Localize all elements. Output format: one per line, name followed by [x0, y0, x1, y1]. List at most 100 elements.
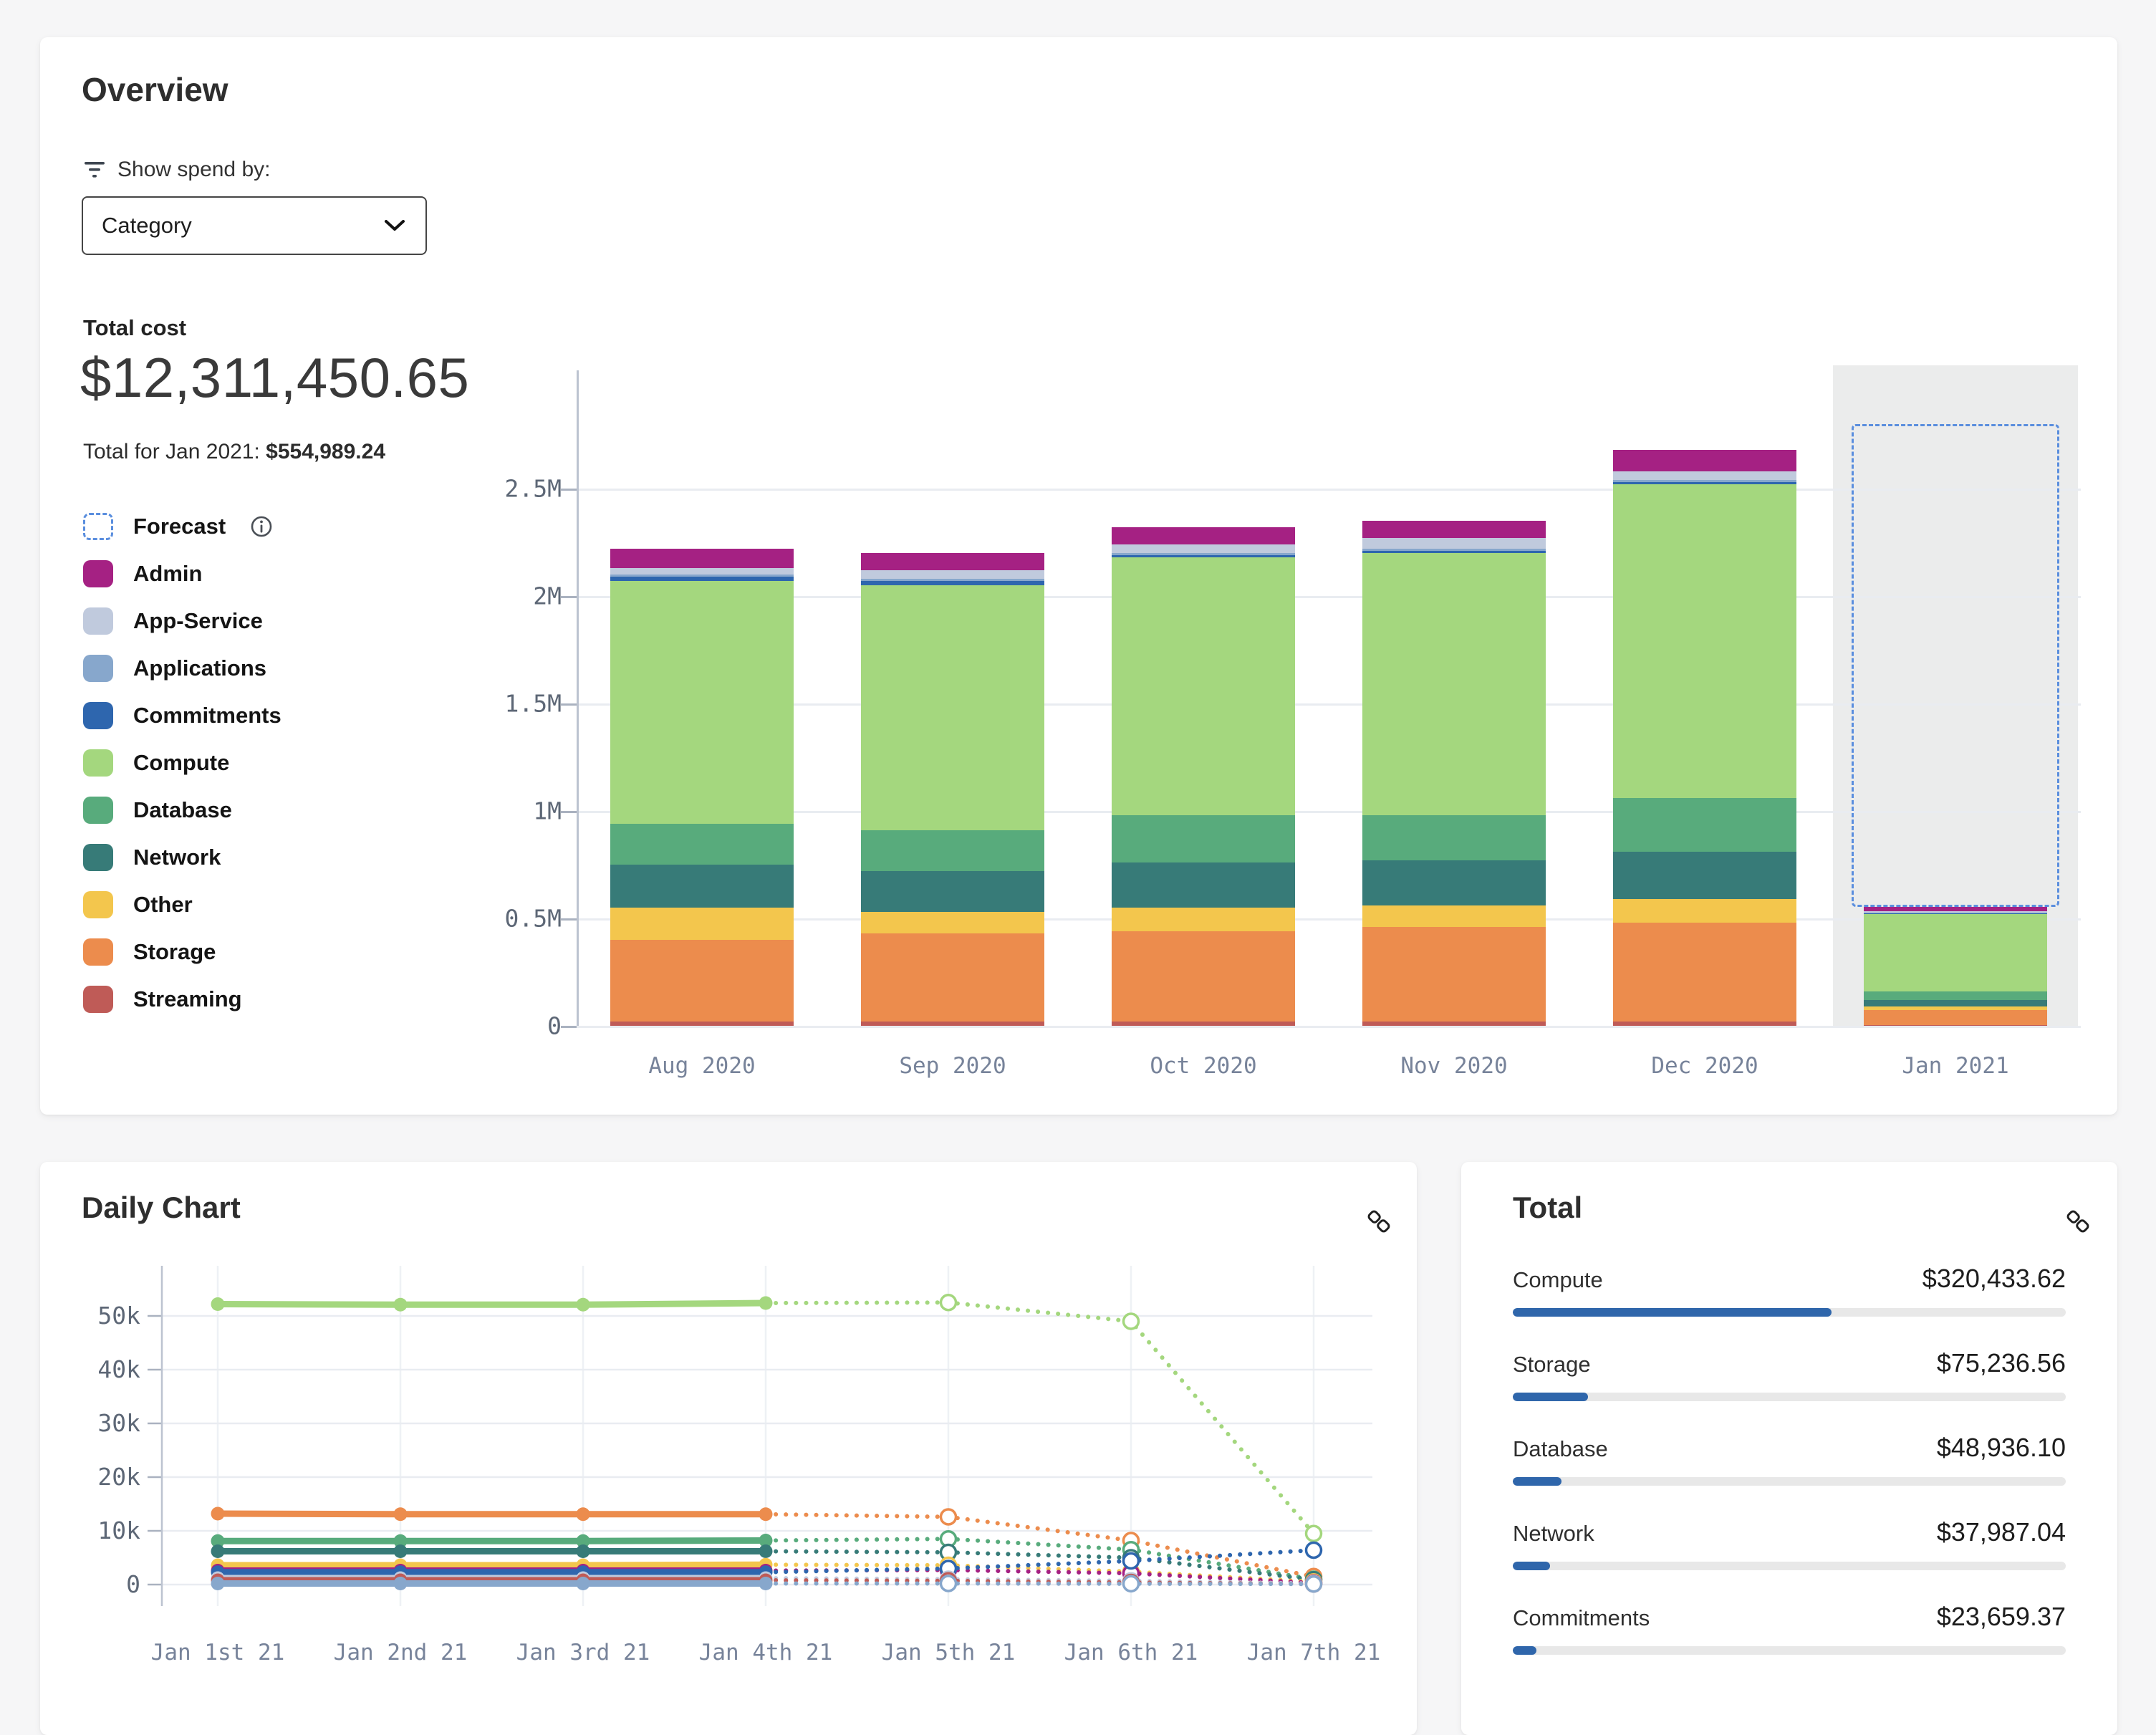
info-icon[interactable]: [250, 515, 273, 538]
applications-segment[interactable]: [610, 575, 794, 577]
data-point[interactable]: [211, 1544, 225, 1558]
storage-segment[interactable]: [1112, 931, 1295, 1022]
applications-segment[interactable]: [861, 579, 1044, 581]
data-point[interactable]: [393, 1534, 408, 1548]
admin-segment[interactable]: [610, 549, 794, 568]
data-point[interactable]: [393, 1507, 408, 1522]
commitments-segment[interactable]: [861, 581, 1044, 585]
network-segment[interactable]: [1864, 1000, 2047, 1006]
bar-dec-2020[interactable]: [1613, 450, 1796, 1026]
data-point[interactable]: [211, 1534, 225, 1548]
app-service-segment[interactable]: [1864, 910, 2047, 913]
streaming-segment[interactable]: [1362, 1022, 1546, 1026]
legend-item-other[interactable]: Other: [83, 881, 484, 928]
streaming-segment[interactable]: [1613, 1022, 1796, 1026]
bar-oct-2020[interactable]: [1112, 527, 1295, 1026]
storage-segment[interactable]: [1362, 927, 1546, 1022]
compute-segment[interactable]: [1362, 553, 1546, 815]
database-segment[interactable]: [610, 824, 794, 865]
database-segment[interactable]: [861, 830, 1044, 871]
forecast-dashed-box[interactable]: [1852, 424, 2059, 907]
daily-line-chart[interactable]: 0 10k 20k 30k 40k 50k Jan 1st 21 Jan 2nd 21 Jan …: [54, 1255, 1394, 1721]
streaming-segment[interactable]: [610, 1022, 794, 1026]
app-service-segment[interactable]: [610, 568, 794, 575]
network-segment[interactable]: [610, 865, 794, 908]
streaming-segment[interactable]: [861, 1022, 1044, 1026]
bar-jan-2021[interactable]: [1864, 906, 2047, 1026]
legend-item-forecast[interactable]: Forecast: [83, 503, 484, 550]
storage-segment[interactable]: [861, 933, 1044, 1022]
applications-segment[interactable]: [1112, 553, 1295, 555]
applications-segment[interactable]: [1362, 549, 1546, 551]
legend-item-admin[interactable]: Admin: [83, 550, 484, 597]
forecast-point[interactable]: [1122, 1312, 1140, 1330]
database-segment[interactable]: [1362, 815, 1546, 860]
link-icon[interactable]: [2064, 1208, 2092, 1239]
app-service-segment[interactable]: [1112, 544, 1295, 553]
other-segment[interactable]: [610, 908, 794, 940]
compute-segment[interactable]: [1112, 557, 1295, 815]
compute-segment[interactable]: [610, 581, 794, 824]
other-segment[interactable]: [861, 912, 1044, 933]
forecast-point[interactable]: [939, 1508, 958, 1526]
app-service-segment[interactable]: [1362, 538, 1546, 549]
legend-item-database[interactable]: Database: [83, 787, 484, 834]
admin-segment[interactable]: [1613, 450, 1796, 471]
forecast-point[interactable]: [1122, 1552, 1140, 1570]
bar-nov-2020[interactable]: [1362, 521, 1546, 1026]
other-segment[interactable]: [1613, 899, 1796, 923]
admin-segment[interactable]: [1362, 521, 1546, 538]
forecast-point[interactable]: [939, 1575, 958, 1592]
data-point[interactable]: [576, 1507, 590, 1522]
data-point[interactable]: [576, 1544, 590, 1558]
app-service-segment[interactable]: [861, 570, 1044, 579]
commitments-segment[interactable]: [610, 577, 794, 581]
commitments-segment[interactable]: [1362, 551, 1546, 553]
data-point[interactable]: [211, 1506, 225, 1521]
app-service-segment[interactable]: [1613, 471, 1796, 480]
commitments-segment[interactable]: [1613, 482, 1796, 484]
other-segment[interactable]: [1864, 1006, 2047, 1010]
legend-item-applications[interactable]: Applications: [83, 645, 484, 692]
admin-segment[interactable]: [1112, 527, 1295, 544]
link-icon[interactable]: [1365, 1208, 1392, 1239]
legend-item-compute[interactable]: Compute: [83, 739, 484, 787]
forecast-point[interactable]: [1304, 1524, 1323, 1542]
legend-item-streaming[interactable]: Streaming: [83, 976, 484, 1023]
bar-aug-2020[interactable]: [610, 549, 794, 1026]
forecast-point[interactable]: [1304, 1575, 1323, 1593]
data-point[interactable]: [759, 1296, 773, 1310]
legend-item-storage[interactable]: Storage: [83, 928, 484, 976]
database-segment[interactable]: [1613, 798, 1796, 852]
commitments-segment[interactable]: [1864, 913, 2047, 914]
streaming-segment[interactable]: [1112, 1022, 1295, 1026]
storage-segment[interactable]: [1613, 923, 1796, 1022]
database-segment[interactable]: [1864, 991, 2047, 1000]
compute-segment[interactable]: [1613, 484, 1796, 798]
data-point[interactable]: [576, 1534, 590, 1548]
network-segment[interactable]: [1613, 852, 1796, 899]
series-applications[interactable]: [211, 1575, 1323, 1593]
spend-by-dropdown[interactable]: Category: [82, 196, 427, 255]
data-point[interactable]: [759, 1544, 773, 1558]
applications-segment[interactable]: [1613, 480, 1796, 482]
other-segment[interactable]: [1362, 905, 1546, 927]
compute-segment[interactable]: [1864, 914, 2047, 991]
storage-segment[interactable]: [610, 940, 794, 1022]
legend-item-commitments[interactable]: Commitments: [83, 692, 484, 739]
data-point[interactable]: [211, 1577, 225, 1590]
forecast-point[interactable]: [939, 1294, 958, 1312]
data-point[interactable]: [576, 1297, 590, 1312]
data-point[interactable]: [759, 1534, 773, 1547]
forecast-point[interactable]: [1122, 1575, 1140, 1593]
network-segment[interactable]: [1362, 860, 1546, 905]
forecast-point[interactable]: [1304, 1541, 1323, 1559]
legend-item-network[interactable]: Network: [83, 834, 484, 881]
data-point[interactable]: [759, 1577, 773, 1590]
other-segment[interactable]: [1112, 908, 1295, 931]
database-segment[interactable]: [1112, 815, 1295, 862]
data-point[interactable]: [211, 1297, 225, 1311]
bar-sep-2020[interactable]: [861, 553, 1044, 1026]
data-point[interactable]: [759, 1507, 773, 1522]
legend-item-app-service[interactable]: App-Service: [83, 597, 484, 645]
